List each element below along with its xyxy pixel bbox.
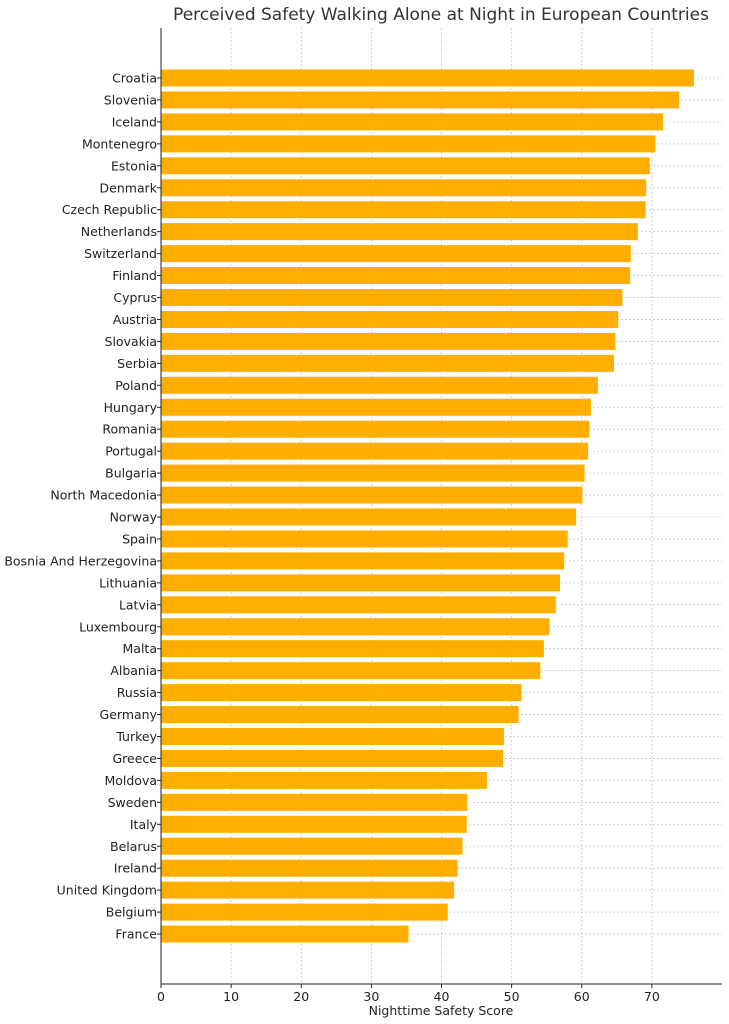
bars [161, 69, 694, 943]
category-label-22: Bosnia And Herzegovina [4, 553, 157, 568]
bar-38 [161, 903, 448, 921]
bar-1 [161, 91, 680, 109]
x-tick-label-6: 60 [574, 989, 590, 1004]
x-tick-label-1: 10 [223, 989, 239, 1004]
bar-16 [161, 420, 590, 438]
bar-23 [161, 574, 561, 592]
category-label-17: Portugal [105, 444, 157, 459]
category-label-24: Latvia [119, 597, 157, 612]
category-label-14: Poland [115, 378, 157, 393]
bar-32 [161, 771, 488, 789]
bar-30 [161, 728, 504, 745]
category-label-39: France [115, 927, 157, 942]
bar-2 [161, 113, 664, 131]
x-tick-label-2: 20 [293, 989, 309, 1004]
bar-34 [161, 815, 467, 833]
category-label-20: Norway [110, 510, 158, 525]
category-label-26: Malta [123, 641, 157, 656]
category-label-32: Moldova [104, 773, 157, 788]
category-label-4: Estonia [111, 158, 157, 173]
category-label-0: Croatia [112, 71, 157, 86]
x-tick-label-7: 70 [644, 989, 660, 1004]
x-tick-label-4: 40 [434, 989, 450, 1004]
category-label-19: North Macedonia [50, 488, 157, 503]
bar-24 [161, 596, 556, 614]
bar-20 [161, 508, 577, 526]
x-tick-label-0: 0 [157, 989, 165, 1004]
bar-14 [161, 376, 598, 394]
bar-22 [161, 552, 565, 570]
category-label-23: Lithuania [99, 575, 157, 590]
bar-27 [161, 662, 541, 680]
category-label-28: Russia [117, 685, 157, 700]
category-label-35: Belarus [110, 839, 157, 854]
category-label-18: Bulgaria [105, 466, 157, 481]
bar-0 [161, 69, 694, 87]
category-label-34: Italy [130, 817, 158, 832]
bar-21 [161, 530, 568, 548]
bar-29 [161, 706, 519, 724]
category-label-25: Luxembourg [79, 619, 157, 634]
category-label-12: Slovakia [105, 334, 157, 349]
category-labels: Croatia Slovenia Iceland Montenegro Estonia D… [4, 71, 157, 942]
bar-6 [161, 201, 646, 219]
category-label-33: Sweden [108, 795, 157, 810]
bar-12 [161, 332, 616, 350]
bar-7 [161, 223, 638, 241]
category-label-8: Switzerland [84, 246, 157, 261]
category-label-3: Montenegro [82, 136, 157, 151]
x-tick-label-5: 50 [504, 989, 520, 1004]
bar-19 [161, 486, 583, 504]
category-label-10: Cyprus [113, 290, 157, 305]
bar-26 [161, 640, 544, 658]
bar-3 [161, 135, 656, 153]
bar-8 [161, 245, 631, 263]
bar-13 [161, 354, 615, 372]
category-label-6: Czech Republic [62, 202, 157, 217]
bar-11 [161, 310, 619, 328]
bar-25 [161, 618, 550, 636]
category-label-16: Romania [102, 422, 157, 437]
x-axis-ticks: 0 10 20 30 40 50 60 70 [157, 77, 660, 1004]
category-label-5: Denmark [100, 180, 158, 195]
bar-4 [161, 157, 650, 175]
bar-31 [161, 749, 504, 767]
category-label-11: Austria [113, 312, 157, 327]
category-label-7: Netherlands [81, 224, 157, 239]
bar-33 [161, 793, 468, 811]
bar-35 [161, 837, 463, 855]
chart-title: Perceived Safety Walking Alone at Night … [173, 5, 709, 25]
x-tick-label-3: 30 [363, 989, 379, 1004]
bar-9 [161, 267, 631, 285]
category-label-27: Albania [110, 663, 157, 678]
category-label-13: Serbia [117, 356, 157, 371]
category-label-15: Hungary [104, 400, 158, 415]
category-label-31: Greece [113, 751, 158, 766]
category-label-2: Iceland [112, 114, 157, 129]
bar-10 [161, 289, 623, 306]
bar-28 [161, 684, 522, 702]
bar-15 [161, 398, 591, 416]
category-label-37: United Kingdom [57, 883, 157, 898]
category-label-29: Germany [100, 707, 158, 722]
category-label-36: Ireland [114, 861, 157, 876]
x-axis-title: Nighttime Safety Score [369, 1003, 514, 1018]
category-label-9: Finland [112, 268, 157, 283]
category-label-38: Belgium [106, 905, 157, 920]
category-label-30: Turkey [115, 729, 157, 744]
bar-18 [161, 464, 585, 482]
bar-37 [161, 881, 455, 899]
bar-5 [161, 179, 647, 197]
bar-39 [161, 925, 409, 943]
category-label-1: Slovenia [104, 92, 157, 107]
bar-36 [161, 859, 458, 877]
bar-17 [161, 442, 589, 460]
category-label-21: Spain [122, 531, 157, 546]
